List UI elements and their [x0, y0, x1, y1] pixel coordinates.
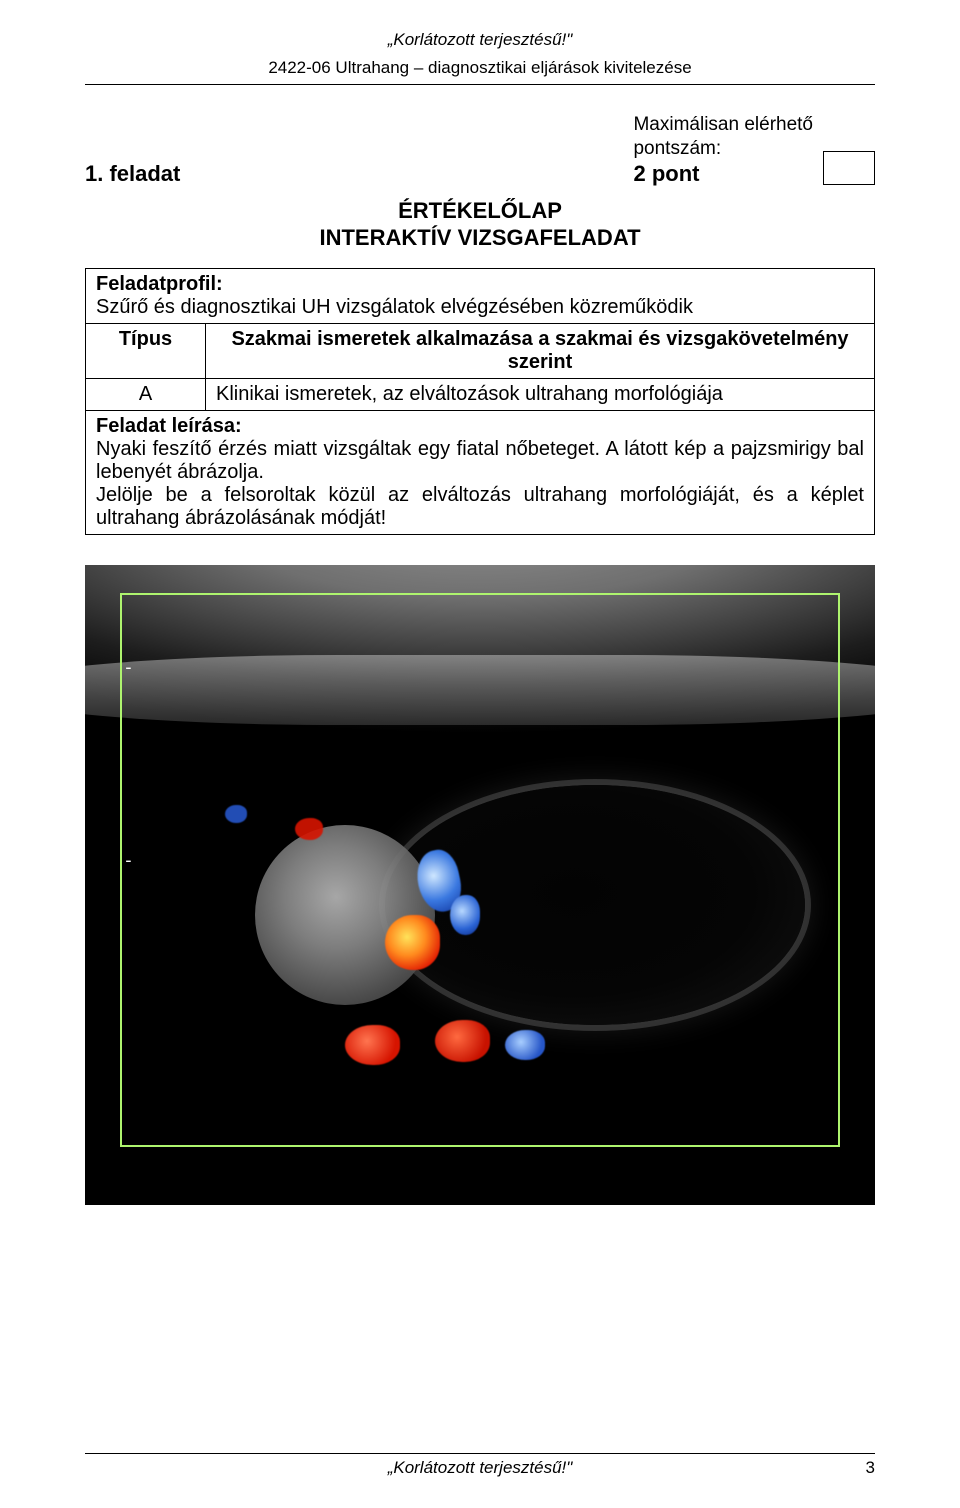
tipus-label: Típus — [86, 323, 206, 378]
profile-cell: Feladatprofil: Szűrő és diagnosztikai UH… — [86, 268, 875, 323]
profile-label: Feladatprofil: — [96, 273, 223, 295]
score-points: 2 pont — [633, 161, 813, 187]
desc-cell: Feladat leírása: Nyaki feszítő érzés mia… — [86, 410, 875, 534]
header-rule — [85, 84, 875, 85]
page: „Korlátozott terjesztésű!" 2422-06 Ultra… — [0, 0, 960, 1508]
sheet-title-line2: INTERAKTÍV VIZSGAFELADAT — [85, 224, 875, 252]
sheet-title: ÉRTÉKELŐLAP INTERAKTÍV VIZSGAFELADAT — [85, 197, 875, 252]
score-block: Maximálisan elérhető pontszám: 2 pont — [633, 113, 813, 187]
footer-classification: „Korlátozott terjesztésű!" — [115, 1458, 845, 1478]
score-row: 1. feladat Maximálisan elérhető pontszám… — [85, 113, 875, 187]
depth-marker: - — [123, 850, 134, 871]
profile-table: Feladatprofil: Szűrő és diagnosztikai UH… — [85, 268, 875, 535]
footer-row: „Korlátozott terjesztésű!" 3 — [85, 1458, 875, 1478]
score-label-line1: Maximálisan elérhető — [633, 113, 813, 137]
profile-text: Szűrő és diagnosztikai UH vizsgálatok el… — [96, 296, 693, 318]
desc-label: Feladat leírása: — [96, 415, 242, 437]
row-a: A Klinikai ismeretek, az elváltozások ul… — [86, 378, 875, 410]
desc-text: Nyaki feszítő érzés miatt vizsgáltak egy… — [96, 438, 864, 529]
desc-row: Feladat leírása: Nyaki feszítő érzés mia… — [86, 410, 875, 534]
sheet-title-line1: ÉRTÉKELŐLAP — [85, 197, 875, 225]
tipus-text: Szakmai ismeretek alkalmazása a szakmai … — [206, 323, 875, 378]
ultrasound-image: - - — [85, 565, 875, 1205]
row-a-text: Klinikai ismeretek, az elváltozások ultr… — [206, 378, 875, 410]
depth-marker: - — [123, 657, 134, 678]
header-subject: 2422-06 Ultrahang – diagnosztikai eljárá… — [85, 58, 875, 78]
profile-row: Feladatprofil: Szűrő és diagnosztikai UH… — [86, 268, 875, 323]
row-a-label: A — [86, 378, 206, 410]
footer-left-spacer — [85, 1458, 115, 1478]
header-classification: „Korlátozott terjesztésű!" — [85, 30, 875, 50]
tipus-row: Típus Szakmai ismeretek alkalmazása a sz… — [86, 323, 875, 378]
task-number: 1. feladat — [85, 161, 180, 187]
footer-rule — [85, 1453, 875, 1454]
score-label-line2: pontszám: — [633, 137, 813, 161]
ultrasound-wrap: - - — [85, 565, 875, 1205]
footer: „Korlátozott terjesztésű!" 3 — [85, 1453, 875, 1478]
ultrasound-roi-frame — [120, 593, 840, 1147]
footer-page-number: 3 — [845, 1458, 875, 1478]
score-input-box[interactable] — [823, 151, 875, 185]
